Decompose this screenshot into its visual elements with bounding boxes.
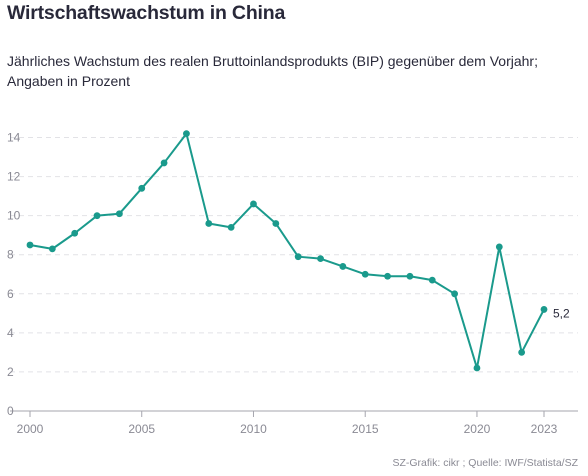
y-axis-tick-labels: 0 2 4 6 8 10 12 14 (7, 131, 21, 418)
gridlines (10, 137, 578, 373)
y-tick-label: 2 (7, 365, 14, 379)
data-point (495, 243, 503, 251)
series-line-group (29, 132, 545, 370)
data-point (540, 306, 548, 313)
y-tick-label: 12 (7, 170, 21, 184)
chart-subtitle: Jährliches Wachstum des realen Bruttoinl… (7, 53, 538, 89)
y-tick-label: 6 (7, 287, 14, 301)
data-point (406, 272, 414, 280)
data-point (361, 270, 369, 278)
data-point (272, 220, 280, 227)
x-axis (10, 410, 578, 417)
x-axis-tick-labels: 2000 2005 2010 2015 2020 2023 (17, 422, 558, 436)
data-point (205, 220, 213, 227)
source-credit: SZ-Grafik: cikr ; Quelle: IWF/Statista/S… (392, 457, 578, 469)
data-point (71, 229, 79, 237)
y-tick-label: 0 (7, 404, 14, 418)
data-point (138, 184, 146, 192)
data-point (473, 364, 481, 372)
data-point (339, 263, 347, 270)
data-point (250, 200, 257, 208)
data-point (115, 210, 123, 218)
x-tick-label: 2005 (128, 422, 155, 436)
y-tick-label: 14 (7, 131, 21, 145)
data-point (26, 241, 34, 249)
chart-title: Wirtschaftswachstum in China (7, 2, 286, 24)
data-point (317, 255, 324, 263)
y-tick-label: 8 (7, 248, 14, 262)
data-point (160, 159, 168, 167)
x-tick-label: 2015 (352, 422, 379, 436)
data-point (518, 349, 526, 356)
end-value-label: 5,2 (553, 306, 570, 320)
data-point (294, 253, 302, 261)
data-point (227, 223, 235, 231)
data-point (183, 130, 190, 138)
data-point (428, 276, 436, 284)
x-tick-label: 2010 (240, 422, 267, 436)
data-point (384, 272, 391, 280)
data-points (26, 130, 548, 372)
data-point (48, 245, 56, 253)
series-line (29, 132, 545, 370)
y-tick-label: 4 (7, 326, 14, 340)
data-point (93, 212, 101, 220)
x-tick-label: 2000 (17, 422, 44, 436)
x-tick-label: 2023 (531, 422, 558, 436)
data-point (451, 290, 459, 298)
x-tick-label: 2020 (464, 422, 491, 436)
y-tick-label: 10 (7, 209, 21, 223)
